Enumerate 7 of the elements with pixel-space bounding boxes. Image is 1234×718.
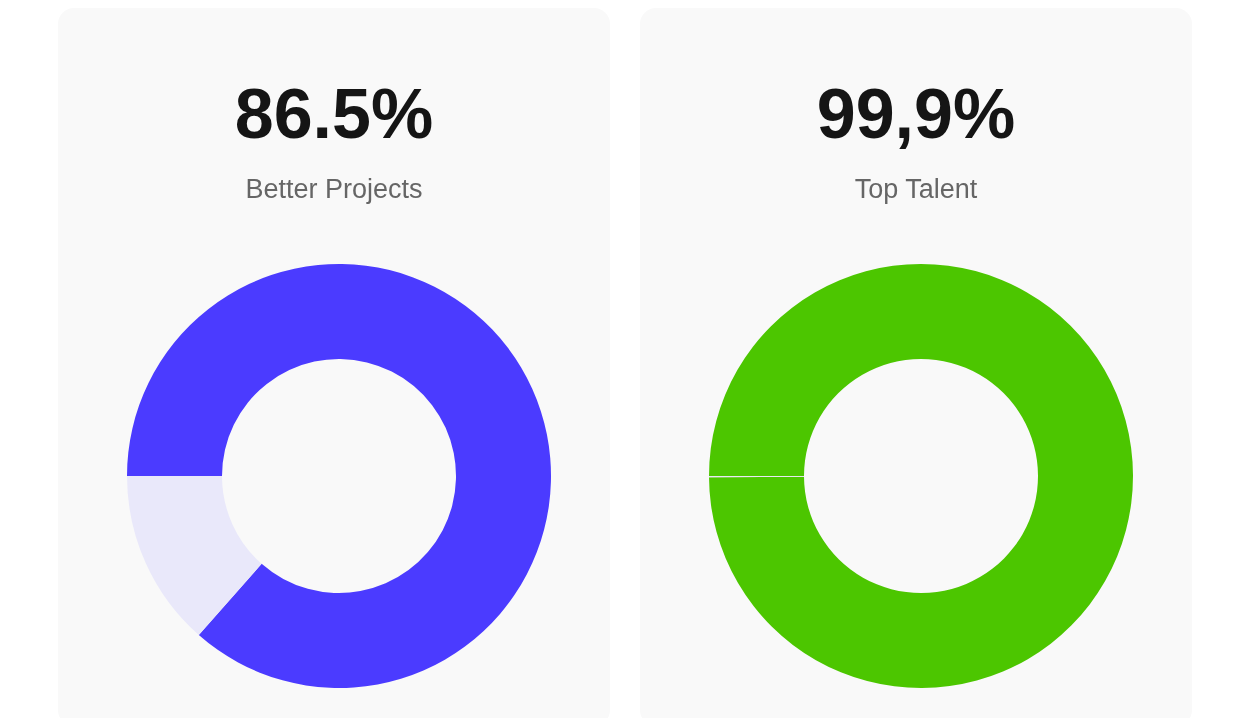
chart-subtitle: Better Projects — [244, 173, 424, 206]
donut-slice — [127, 264, 551, 688]
donut-slice — [709, 264, 1133, 688]
donut-slice — [127, 476, 262, 636]
chart-subtitle: Top Talent — [853, 173, 979, 206]
chart-title: 86.5% — [233, 74, 435, 154]
chart-title: 99,9% — [815, 74, 1017, 154]
